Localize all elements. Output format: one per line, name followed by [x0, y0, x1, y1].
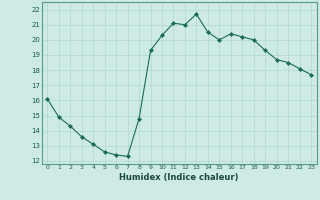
X-axis label: Humidex (Indice chaleur): Humidex (Indice chaleur) [119, 173, 239, 182]
